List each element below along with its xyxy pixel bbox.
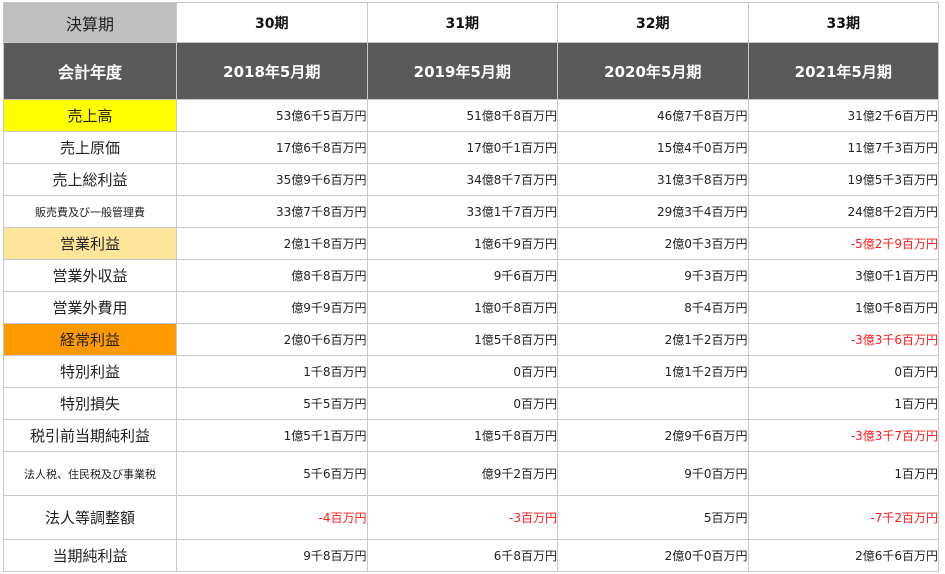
value-cell: 46億7千8百万円 xyxy=(557,99,749,132)
value-cell: 6千8百万円 xyxy=(366,539,558,572)
row-extraordinary-income: 特別利益 1千8百万円 0百万円 1億1千2百万円 0百万円 xyxy=(3,355,939,388)
value-cell: 31億3千8百万円 xyxy=(557,163,749,196)
value-cell: 5千5百万円 xyxy=(176,387,368,420)
row-label: 法人等調整額 xyxy=(3,495,177,540)
row-label: 当期純利益 xyxy=(3,539,177,572)
value-cell: 2億1千8百万円 xyxy=(176,227,368,260)
value-cell: 2億0千0百万円 xyxy=(557,539,749,572)
value-cell: 1千8百万円 xyxy=(176,355,368,388)
value-cell: 億8千8百万円 xyxy=(176,259,368,292)
value-cell: 2億6千6百万円 xyxy=(747,539,939,572)
value-cell: -3百万円 xyxy=(366,495,558,540)
period-33: 33期 xyxy=(747,2,939,43)
row-tax-adjustment: 法人等調整額 -4百万円 -3百万円 5百万円 -7千2百万円 xyxy=(3,495,939,540)
value-cell: 2億0千3百万円 xyxy=(557,227,749,260)
value-cell: 9千0百万円 xyxy=(557,451,749,496)
value-cell: 2億0千6百万円 xyxy=(176,323,368,356)
row-label: 税引前当期純利益 xyxy=(3,419,177,452)
value-cell: 2億9千6百万円 xyxy=(557,419,749,452)
row-label: 売上高 xyxy=(3,99,177,132)
row-income-taxes: 法人税、住民税及び事業税 5千6百万円 億9千2百万円 9千0百万円 1百万円 xyxy=(3,451,939,496)
row-label: 売上原価 xyxy=(3,131,177,164)
value-cell: 31億2千6百万円 xyxy=(747,99,939,132)
value-cell: 51億8千8百万円 xyxy=(366,99,558,132)
row-revenue: 売上高 53億6千5百万円 51億8千8百万円 46億7千8百万円 31億2千6百万円 xyxy=(3,99,939,132)
value-cell: -3億3千7百万円 xyxy=(747,419,939,452)
row-gross-profit: 売上総利益 35億9千6百万円 34億8千7百万円 31億3千8百万円 19億5千3百万… xyxy=(3,163,939,196)
fiscal-year-header-row: 会計年度 2018年5月期 2019年5月期 2020年5月期 2021年5月期 xyxy=(3,42,939,100)
value-cell: 1億1千2百万円 xyxy=(557,355,749,388)
row-pretax-income: 税引前当期純利益 1億5千1百万円 1億5千8百万円 2億9千6百万円 -3億3千7百万… xyxy=(3,419,939,452)
value-cell: 11億7千3百万円 xyxy=(747,131,939,164)
row-ordinary-income: 経常利益 2億0千6百万円 1億5千8百万円 2億1千2百万円 -3億3千6百万円 xyxy=(3,323,939,356)
fiscal-year-2020: 2020年5月期 xyxy=(557,42,749,100)
row-label: 販売費及び一般管理費 xyxy=(3,195,177,228)
row-sga-expenses: 販売費及び一般管理費 33億7千8百万円 33億1千7百万円 29億3千4百万円 24億… xyxy=(3,195,939,228)
row-net-income: 当期純利益 9千8百万円 6千8百万円 2億0千0百万円 2億6千6百万円 xyxy=(3,539,939,572)
value-cell: 1億0千8百万円 xyxy=(747,291,939,324)
value-cell: 15億4千0百万円 xyxy=(557,131,749,164)
value-cell: 3億0千1百万円 xyxy=(747,259,939,292)
row-label: 特別利益 xyxy=(3,355,177,388)
value-cell: 2億1千2百万円 xyxy=(557,323,749,356)
value-cell: 9千3百万円 xyxy=(557,259,749,292)
value-cell: 1億0千8百万円 xyxy=(366,291,558,324)
financial-table: 決算期 30期 31期 32期 33期 会計年度 2018年5月期 2019年5… xyxy=(3,2,939,572)
row-label: 営業利益 xyxy=(3,227,177,260)
value-cell: -5億2千9百万円 xyxy=(747,227,939,260)
period-header-row: 決算期 30期 31期 32期 33期 xyxy=(3,2,939,43)
value-cell: 33億7千8百万円 xyxy=(176,195,368,228)
value-cell: 35億9千6百万円 xyxy=(176,163,368,196)
value-cell: 1億5千8百万円 xyxy=(366,323,558,356)
value-cell: 53億6千5百万円 xyxy=(176,99,368,132)
period-30: 30期 xyxy=(176,2,368,43)
period-32: 32期 xyxy=(557,2,749,43)
row-cost-of-sales: 売上原価 17億6千8百万円 17億0千1百万円 15億4千0百万円 11億7千3百万円 xyxy=(3,131,939,164)
period-31: 31期 xyxy=(366,2,558,43)
value-cell: 9千6百万円 xyxy=(366,259,558,292)
value-cell: 0百万円 xyxy=(747,355,939,388)
value-cell: 9千8百万円 xyxy=(176,539,368,572)
value-cell: 5千6百万円 xyxy=(176,451,368,496)
value-cell xyxy=(557,387,749,420)
value-cell: 33億1千7百万円 xyxy=(366,195,558,228)
period-label: 決算期 xyxy=(3,2,177,43)
value-cell: 1百万円 xyxy=(747,451,939,496)
value-cell: 17億6千8百万円 xyxy=(176,131,368,164)
value-cell: 34億8千7百万円 xyxy=(366,163,558,196)
value-cell: 1百万円 xyxy=(747,387,939,420)
fiscal-year-2019: 2019年5月期 xyxy=(366,42,558,100)
fiscal-year-2018: 2018年5月期 xyxy=(176,42,368,100)
row-extraordinary-loss: 特別損失 5千5百万円 0百万円 1百万円 xyxy=(3,387,939,420)
value-cell: 0百万円 xyxy=(366,387,558,420)
row-non-operating-income: 営業外収益 億8千8百万円 9千6百万円 9千3百万円 3億0千1百万円 xyxy=(3,259,939,292)
value-cell: -3億3千6百万円 xyxy=(747,323,939,356)
value-cell: 1億5千8百万円 xyxy=(366,419,558,452)
row-label: 営業外収益 xyxy=(3,259,177,292)
value-cell: 29億3千4百万円 xyxy=(557,195,749,228)
value-cell: 1億5千1百万円 xyxy=(176,419,368,452)
row-label: 法人税、住民税及び事業税 xyxy=(3,451,177,496)
row-label: 営業外費用 xyxy=(3,291,177,324)
row-label: 特別損失 xyxy=(3,387,177,420)
value-cell: 億9千9百万円 xyxy=(176,291,368,324)
value-cell: -4百万円 xyxy=(176,495,368,540)
value-cell: -7千2百万円 xyxy=(747,495,939,540)
value-cell: 17億0千1百万円 xyxy=(366,131,558,164)
value-cell: 1億6千9百万円 xyxy=(366,227,558,260)
row-operating-income: 営業利益 2億1千8百万円 1億6千9百万円 2億0千3百万円 -5億2千9百万円 xyxy=(3,227,939,260)
row-non-operating-expenses: 営業外費用 億9千9百万円 1億0千8百万円 8千4百万円 1億0千8百万円 xyxy=(3,291,939,324)
row-label: 売上総利益 xyxy=(3,163,177,196)
value-cell: 億9千2百万円 xyxy=(366,451,558,496)
row-label: 経常利益 xyxy=(3,323,177,356)
value-cell: 0百万円 xyxy=(366,355,558,388)
value-cell: 8千4百万円 xyxy=(557,291,749,324)
fiscal-year-2021: 2021年5月期 xyxy=(747,42,939,100)
fiscal-year-label: 会計年度 xyxy=(3,42,177,100)
value-cell: 24億8千2百万円 xyxy=(747,195,939,228)
value-cell: 5百万円 xyxy=(557,495,749,540)
value-cell: 19億5千3百万円 xyxy=(747,163,939,196)
